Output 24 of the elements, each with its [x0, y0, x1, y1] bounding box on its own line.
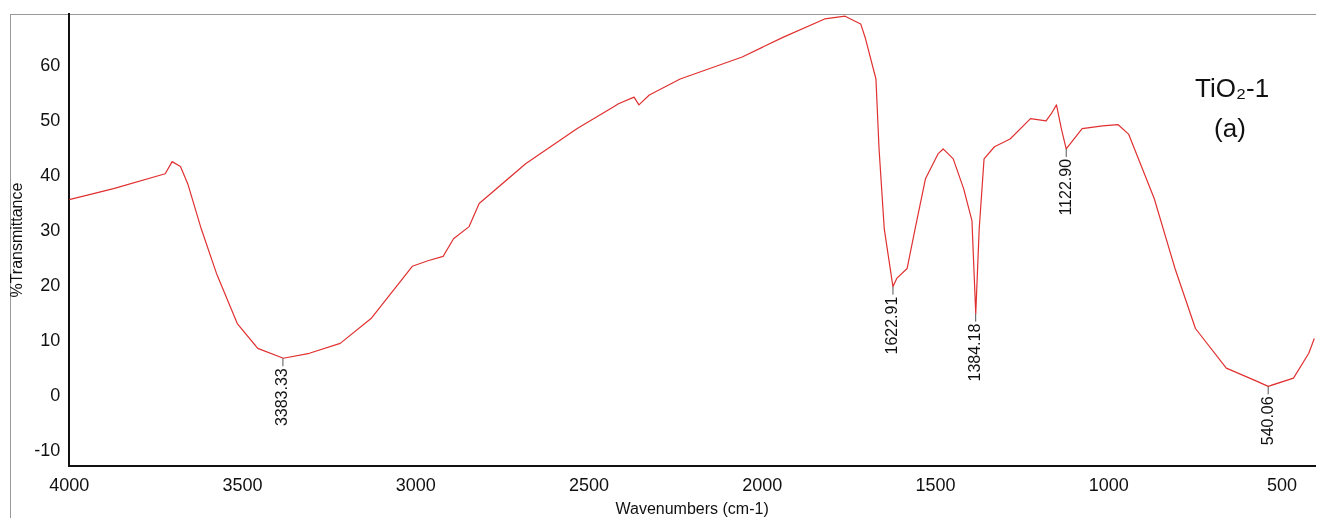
y-axis-title: %Transmittance: [8, 182, 26, 298]
annotation: 1122.90: [1056, 158, 1074, 216]
y-tick-label: 40: [40, 164, 61, 185]
y-tick-label: 60: [40, 54, 61, 75]
x-tick-label: 3000: [395, 474, 436, 495]
x-tick-label: 1000: [1088, 474, 1129, 495]
y-tick-label: 50: [40, 109, 61, 130]
x-tick-label: 4000: [49, 474, 90, 495]
y-tick-label: 30: [40, 219, 61, 240]
x-tick-label: 3500: [222, 474, 263, 495]
annotation: 1384.18: [966, 323, 984, 382]
y-tick-label: -10: [34, 440, 61, 461]
annotation: 540.06: [1258, 396, 1276, 446]
y-tick-label: 10: [40, 330, 61, 351]
x-axis-title: Wavenumbers (cm-1): [615, 499, 769, 517]
y-tick-label: 20: [40, 275, 61, 296]
x-tick-label: 2500: [568, 474, 610, 495]
x-tick-label: 1500: [915, 474, 956, 495]
x-tick-label: 2000: [742, 474, 783, 495]
x-tick-label: 500: [1267, 474, 1298, 495]
annotation: 1622.91: [883, 296, 901, 355]
y-tick-label: 0: [50, 385, 61, 406]
annotation: TiO₂-1 (a): [1195, 72, 1270, 145]
annotation: 3383.33: [273, 368, 291, 427]
